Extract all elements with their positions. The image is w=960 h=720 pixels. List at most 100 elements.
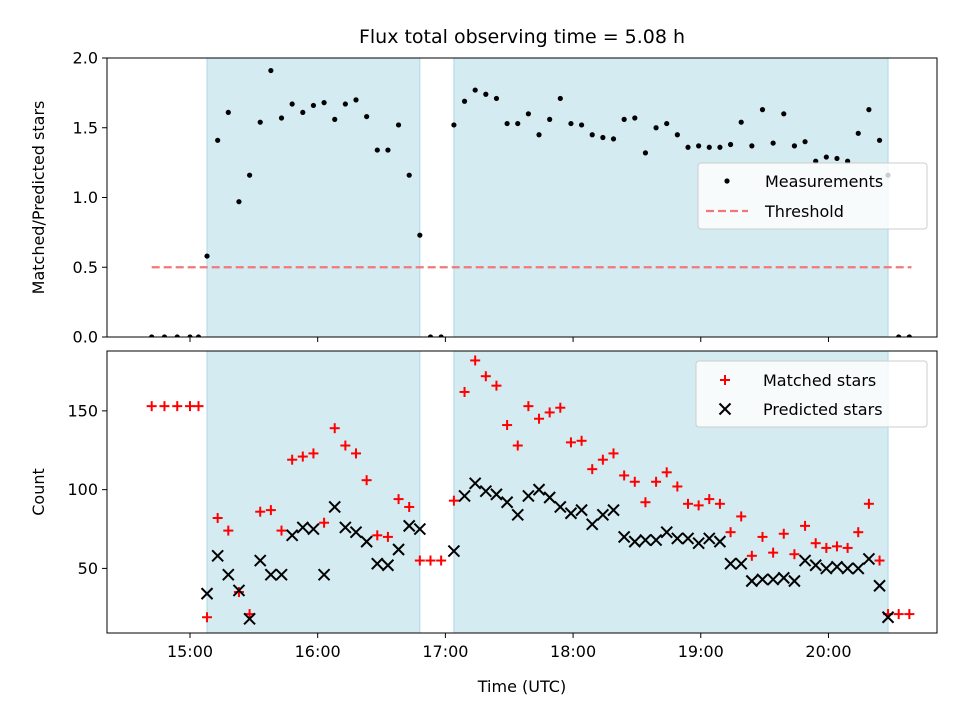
measurement-point bbox=[706, 144, 712, 150]
measurement-point bbox=[515, 120, 521, 127]
measurement-point bbox=[664, 120, 670, 127]
measurement-point bbox=[395, 122, 402, 128]
measurement-point bbox=[385, 147, 391, 153]
measurement-point bbox=[406, 172, 412, 178]
x-axis-label: Time (UTC) bbox=[477, 677, 566, 696]
predicted-stars-point bbox=[479, 485, 493, 498]
predicted-stars-point bbox=[222, 568, 235, 581]
matched-stars-point bbox=[404, 501, 415, 512]
x-tick-label: 17:00 bbox=[422, 642, 468, 661]
predicted-stars-point bbox=[692, 536, 705, 550]
measurement-point bbox=[353, 97, 359, 103]
matched-stars-point bbox=[904, 609, 915, 620]
predicted-stars-point bbox=[264, 568, 278, 581]
measurement-point bbox=[268, 67, 274, 74]
legend-marker-predicted-stars bbox=[718, 402, 732, 416]
matched-stars-point bbox=[534, 413, 545, 424]
legend-marker-matched-stars bbox=[720, 375, 730, 385]
matched-stars-point bbox=[159, 401, 170, 412]
y-axis-label: Matched/Predicted stars bbox=[29, 101, 48, 295]
measurement-point bbox=[642, 150, 649, 156]
matched-stars-point bbox=[640, 497, 651, 508]
predicted-stars-point bbox=[381, 559, 395, 572]
measurement-point bbox=[759, 107, 766, 113]
predicted-stars-point bbox=[820, 562, 833, 575]
matched-stars-point bbox=[308, 448, 319, 459]
y-tick-label: 1.0 bbox=[73, 188, 98, 207]
matched-stars-point bbox=[512, 440, 523, 451]
matched-stars-point bbox=[672, 481, 683, 492]
measurement-point bbox=[321, 100, 327, 106]
matched-stars-point bbox=[736, 511, 747, 522]
x-tick-label: 19:00 bbox=[678, 642, 724, 661]
matched-stars-point bbox=[265, 505, 276, 516]
measurement-point bbox=[547, 116, 553, 122]
matched-stars-point bbox=[555, 402, 566, 413]
predicted-stars-point bbox=[734, 557, 748, 570]
predicted-stars-point bbox=[671, 532, 684, 545]
matched-stars-point bbox=[436, 555, 447, 566]
predicted-stars-point bbox=[756, 573, 769, 586]
measurement-point bbox=[855, 130, 861, 136]
matched-stars-point bbox=[863, 498, 874, 509]
predicted-stars-point bbox=[873, 579, 886, 592]
x-tick-label: 20:00 bbox=[805, 642, 851, 661]
predicted-stars-point bbox=[307, 522, 320, 536]
measurement-point bbox=[427, 334, 434, 337]
measurement-point bbox=[749, 143, 755, 149]
predicted-stars-point bbox=[596, 508, 610, 522]
matched-stars-point bbox=[340, 440, 351, 451]
matched-stars-point bbox=[544, 407, 555, 418]
matched-stars-point bbox=[746, 550, 757, 561]
predicted-stars-point bbox=[243, 612, 256, 626]
matched-stars-point bbox=[800, 520, 811, 531]
legend-box bbox=[695, 360, 928, 428]
matched-stars-point bbox=[502, 420, 513, 431]
measurement-point bbox=[834, 155, 840, 162]
matched-stars-point bbox=[629, 476, 640, 487]
measurement-point bbox=[161, 334, 168, 337]
predicted-stars-point bbox=[200, 587, 214, 600]
measurement-point bbox=[600, 134, 606, 141]
predicted-stars-point bbox=[649, 533, 663, 547]
measurement-point bbox=[610, 136, 617, 142]
measurement-point bbox=[225, 109, 231, 116]
measurement-point bbox=[461, 98, 468, 104]
predicted-stars-point bbox=[830, 560, 844, 574]
predicted-stars-point bbox=[554, 500, 567, 514]
matched-stars-point bbox=[651, 476, 662, 487]
matched-stars-point bbox=[329, 423, 340, 434]
measurement-point bbox=[215, 137, 221, 143]
matched-stars-point bbox=[757, 531, 768, 542]
matched-stars-point bbox=[725, 527, 736, 538]
measurement-point bbox=[717, 144, 723, 150]
measurement-point bbox=[483, 91, 489, 97]
matched-stars-point bbox=[608, 448, 619, 459]
predicted-stars-point bbox=[360, 535, 373, 548]
predicted-stars-point bbox=[703, 532, 716, 545]
measurement-point bbox=[557, 95, 563, 102]
predicted-stars-point bbox=[607, 503, 620, 517]
legend-marker-measurements bbox=[724, 178, 730, 184]
measurement-point bbox=[342, 101, 348, 107]
legend-label-predicted-stars: Predicted stars bbox=[763, 400, 883, 419]
matched-stars-point bbox=[661, 467, 672, 478]
predicted-stars-point bbox=[788, 574, 801, 588]
predicted-stars-point bbox=[841, 562, 854, 575]
predicted-stars-point bbox=[809, 559, 822, 572]
matched-stars-point bbox=[361, 475, 372, 486]
chart-title: Flux total observing time = 5.08 h bbox=[359, 26, 685, 48]
measurement-point bbox=[257, 119, 263, 125]
plot-area bbox=[146, 355, 915, 626]
matched-stars-point bbox=[523, 401, 534, 412]
measurement-point bbox=[278, 115, 285, 121]
matched-stars-point bbox=[372, 530, 383, 541]
predicted-stars-point bbox=[862, 552, 876, 566]
matched-stars-point bbox=[821, 542, 832, 553]
predicted-stars-point bbox=[617, 530, 631, 544]
top-subplot: 0.0 0.5 1.0 1.5 2.0 Matched/Predicted stars Fl… bbox=[29, 26, 938, 347]
measurement-point bbox=[791, 143, 798, 149]
predicted-stars-point bbox=[575, 503, 588, 517]
legend-label-measurements: Measurements bbox=[765, 172, 883, 191]
y-tick-label: 0.0 bbox=[73, 328, 98, 347]
